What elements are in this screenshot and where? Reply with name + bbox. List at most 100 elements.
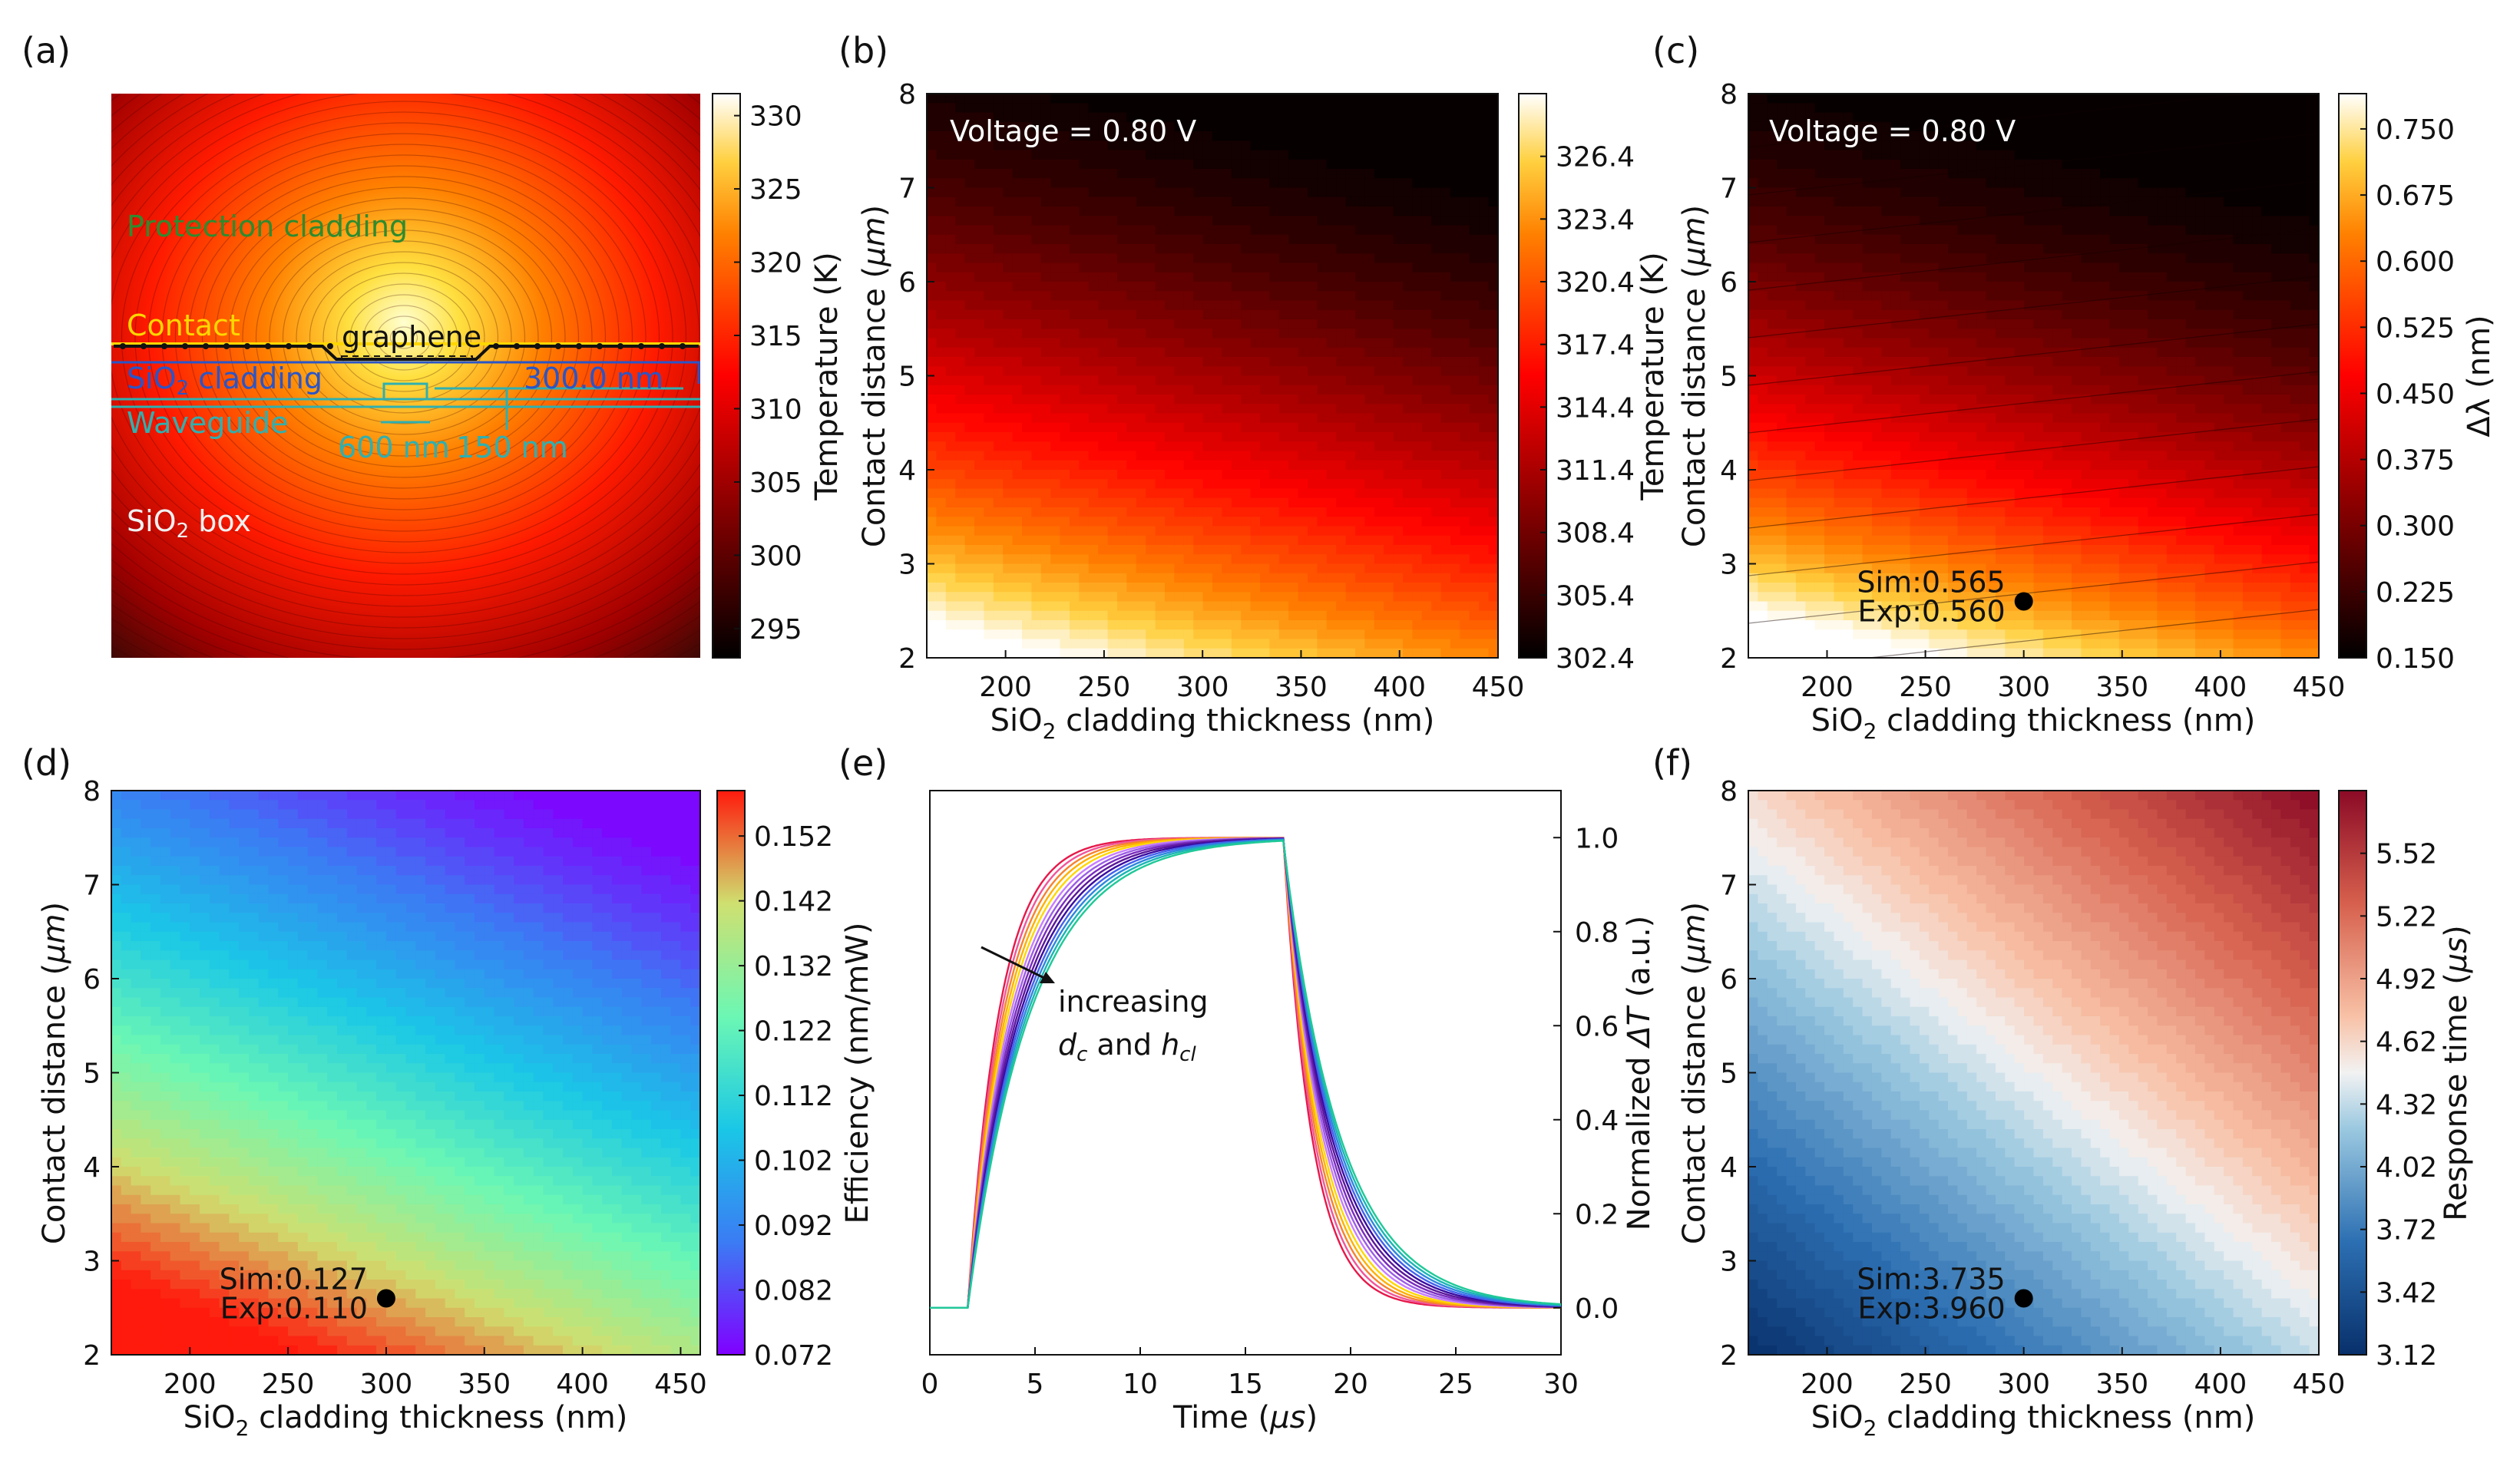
heat-cell [1269,103,1280,114]
heat-cell [1250,601,1261,612]
heat-cell [1777,234,1787,245]
heat-cell [1345,329,1356,339]
heat-cell [1079,225,1090,236]
heat-cell [1317,187,1328,198]
heat-cell [964,395,975,405]
heat-cell [964,404,975,414]
colorbar-tick-label: 308.4 [1556,518,1635,550]
heat-cell [1488,206,1498,217]
heat-cell [945,507,956,518]
heat-cell [1193,216,1204,226]
heat-cell [1088,347,1099,358]
heat-cell [1469,517,1480,527]
heat-cell [1165,545,1176,556]
heat-cell [1117,479,1128,490]
heat-cell [1060,479,1070,490]
heat-cell [1326,291,1337,302]
heat-cell [1079,112,1090,123]
heat-cell [1079,169,1090,180]
contour-line [111,101,700,575]
heat-cell [1421,347,1432,358]
heat-cell [1070,479,1080,490]
heat-cell [1317,263,1328,273]
heat-cell [1786,573,1797,583]
heat-cell [1183,300,1194,311]
heat-cell [1060,573,1070,583]
heat-cell [1871,159,1883,170]
x-tick-label: 200 [979,672,1032,703]
heat-cell [1364,196,1375,207]
heat-cell [1269,150,1280,160]
heat-cell [1022,112,1033,123]
heat-cell [1183,648,1194,658]
heat-cell [1479,225,1490,236]
heat-cell [1393,347,1404,358]
heat-cell [1440,112,1451,123]
heat-cell [1393,413,1404,424]
heat-cell [993,291,1004,302]
heat-cell [1786,216,1797,226]
heat-cell [1479,357,1490,368]
heat-cell [1336,422,1347,433]
heat-cell [1278,225,1289,236]
heat-cell [974,470,985,481]
heat-cell [1814,451,1825,461]
heat-cell [974,319,985,330]
heat-cell [1355,639,1366,649]
heat-cell [1212,140,1223,151]
heat-cell [1088,629,1099,640]
heat-cell [1241,507,1252,518]
heat-cell [1212,216,1223,226]
heat-cell [1155,112,1166,123]
heat-cell [964,432,975,443]
heat-cell [1126,291,1137,302]
heat-cell [1212,338,1223,348]
heat-cell [1393,629,1404,640]
heat-cell [1881,206,1892,217]
heat-cell [1469,563,1480,574]
heat-cell [1910,563,1920,574]
heat-cell [1298,244,1308,255]
heat-cell [1298,404,1308,414]
heat-cell [1117,601,1128,612]
heat-cell [1469,150,1480,160]
heat-cell [1786,291,1797,302]
heat-cell [1805,357,1816,368]
heat-cell [1298,526,1308,537]
heat-cell [1431,479,1442,490]
heat-cell [1777,159,1787,170]
heat-cell [1403,329,1414,339]
heat-cell [1871,244,1883,255]
heat-cell [1469,244,1480,255]
heat-cell [1260,479,1271,490]
heat-cell [1003,366,1014,377]
heat-cell [1298,497,1308,508]
heat-cell [1862,244,1873,255]
heat-cell [1824,309,1835,320]
heat-cell [1022,94,1033,104]
heat-cell [1795,507,1807,518]
heat-cell [1202,94,1213,104]
heat-cell [1193,338,1204,348]
heat-cell [1938,169,1949,180]
heat-cell [1117,497,1128,508]
heat-cell [1183,140,1194,151]
heat-cell [1786,338,1797,348]
heat-cell [1403,272,1414,282]
heat-cell [1278,159,1289,170]
heat-cell [1003,535,1014,546]
heat-cell [1900,620,1911,631]
heat-cell [1393,583,1404,593]
heat-cell [1843,131,1854,142]
heat-cell [1748,497,1759,508]
heat-cell [1440,563,1451,574]
heat-cell [1862,573,1873,583]
heat-cell [1412,375,1423,386]
heat-cell [1193,517,1204,527]
heat-cell [1469,535,1480,546]
heat-cell [1469,338,1480,348]
heat-cell [1488,140,1498,151]
heat-cell [1222,140,1232,151]
heat-cell [1165,620,1176,631]
heat-cell [1786,592,1797,603]
